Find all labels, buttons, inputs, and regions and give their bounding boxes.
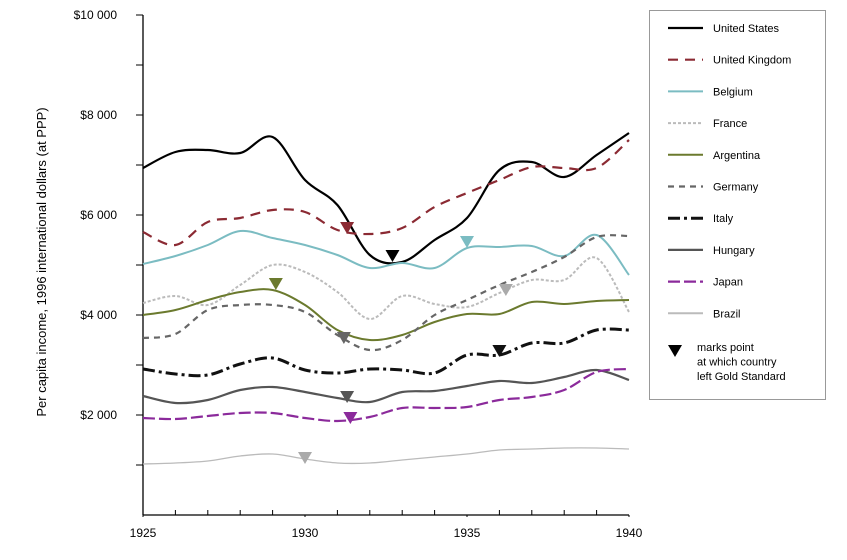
series-line-belgium	[142, 229, 630, 276]
series-line-brazil	[142, 447, 630, 465]
x-tick-label: 1925	[130, 526, 157, 540]
legend-label-united-states: United States	[713, 23, 780, 35]
legend-marker-note: at which country	[697, 357, 777, 369]
legend-label-brazil: Brazil	[713, 308, 741, 320]
y-axis-title: Per capita income, 1996 international do…	[34, 107, 49, 416]
series-line-germany	[142, 234, 630, 352]
series-line-united-states	[142, 132, 630, 265]
legend-label-belgium: Belgium	[713, 86, 753, 98]
legend-label-france: France	[713, 118, 747, 130]
x-tick-label: 1930	[292, 526, 319, 540]
y-tick-label: $4 000	[80, 308, 117, 322]
y-tick-label: $6 000	[80, 208, 117, 222]
x-tick-label: 1935	[454, 526, 481, 540]
gold-exit-marker-united-states	[385, 250, 400, 262]
gold-exit-marker-argentina	[268, 278, 283, 290]
series-line-united-kingdom	[142, 139, 630, 247]
gold-exit-marker-belgium	[460, 236, 474, 248]
legend-label-united-kingdom: United Kingdom	[713, 55, 791, 67]
gold-exit-marker-united-kingdom	[340, 222, 355, 234]
series-layer	[142, 132, 630, 465]
gold-exit-marker-hungary	[340, 391, 355, 403]
legend-label-hungary: Hungary	[713, 245, 755, 257]
legend-label-japan: Japan	[713, 277, 743, 289]
gold-exit-marker-france	[498, 284, 513, 296]
y-tick-label: $10 000	[74, 8, 118, 22]
legend-marker-note: marks point	[697, 342, 754, 354]
x-tick-label: 1940	[616, 526, 643, 540]
legend-box	[649, 10, 826, 400]
y-tick-label: $2 000	[80, 408, 117, 422]
series-line-hungary	[142, 368, 630, 405]
series-line-italy	[142, 327, 630, 378]
legend-label-italy: Italy	[713, 213, 734, 225]
legend-label-germany: Germany	[713, 182, 759, 194]
legend-marker-note: left Gold Standard	[697, 371, 786, 383]
axes: $2 000 $4 000 $6 000 $8 000 $10 000 1925 1930 1…	[74, 8, 643, 540]
series-line-japan	[142, 367, 630, 423]
gold-exit-marker-legend-icon	[668, 345, 682, 357]
gold-exit-marker-italy	[492, 345, 507, 357]
legend-label-argentina: Argentina	[713, 150, 761, 162]
y-tick-label: $8 000	[80, 108, 117, 122]
gold-exit-marker-brazil	[298, 452, 312, 464]
gold-exit-marker-germany	[336, 332, 351, 344]
series-line-argentina	[142, 288, 630, 342]
gold-exit-marker-japan	[343, 412, 358, 424]
legend: United States United Kingdom Belgium France…	[649, 10, 826, 400]
gold-exit-markers	[268, 222, 513, 464]
